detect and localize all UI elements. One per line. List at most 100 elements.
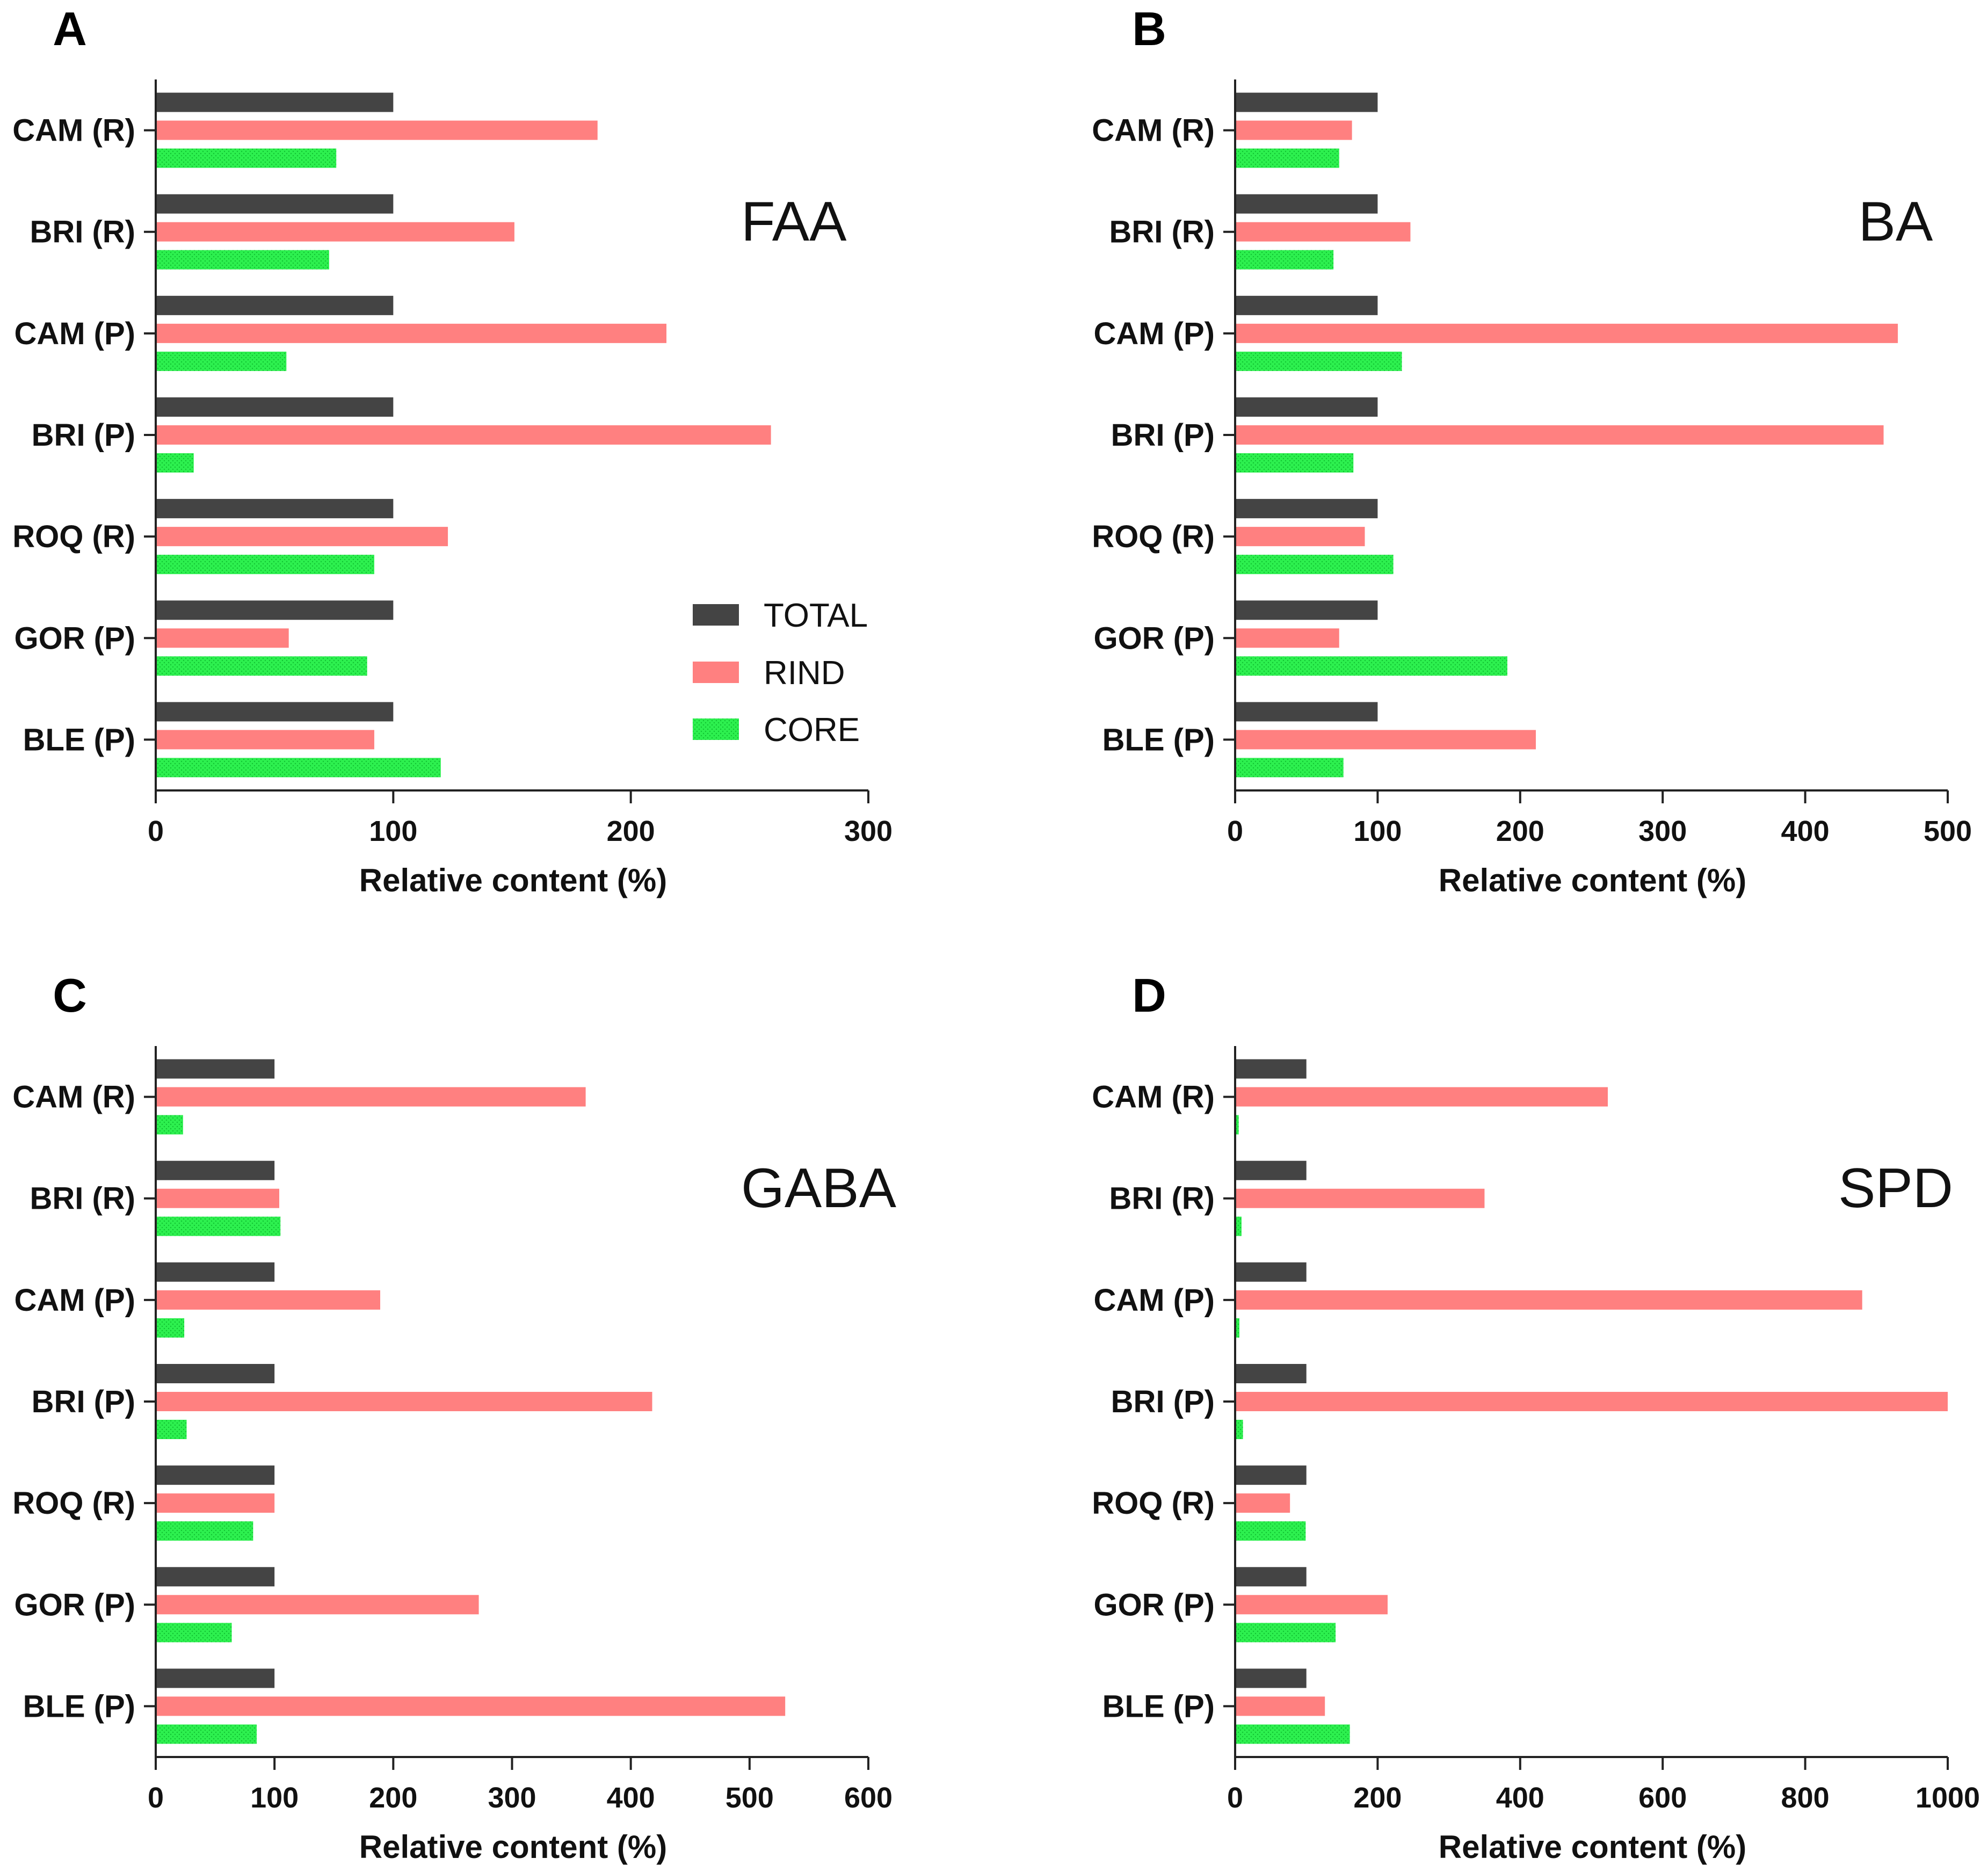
bar-core <box>156 351 287 371</box>
x-tick-label: 400 <box>1781 815 1830 847</box>
bar-total <box>156 499 394 519</box>
category-label: BRI (R) <box>1109 215 1215 250</box>
bar-core <box>1235 1115 1239 1135</box>
bar-total <box>156 702 394 722</box>
bar-rind <box>1235 1392 1948 1411</box>
category-label: CAM (R) <box>12 1080 135 1115</box>
bar-total <box>1235 92 1378 112</box>
category-label: CAM (P) <box>14 1283 135 1318</box>
legend-label: TOTAL <box>764 597 868 634</box>
x-tick-label: 300 <box>844 815 893 847</box>
chart-panel-b: B BA CAM (R) BRI (R) CAM (P) BRI (P) ROQ (R) GO… <box>1092 2 1972 898</box>
x-tick-label: 100 <box>369 815 417 847</box>
bar-core <box>1235 1216 1242 1236</box>
panel-letter: C <box>53 969 87 1022</box>
bar-core <box>1235 351 1402 371</box>
x-tick-label: 500 <box>725 1782 774 1814</box>
bar-total <box>1235 194 1378 214</box>
bar-total <box>1235 1262 1307 1282</box>
category-label: BLE (P) <box>1102 1689 1215 1724</box>
bar-total <box>156 1364 275 1383</box>
x-tick-label: 300 <box>488 1782 536 1814</box>
bar-core <box>1235 1318 1239 1338</box>
x-tick-label: 200 <box>607 815 655 847</box>
legend-swatch-rind <box>693 662 739 683</box>
x-tick-label: 100 <box>1353 815 1402 847</box>
bar-total <box>1235 397 1378 417</box>
bar-rind <box>1235 323 1898 343</box>
bar-total <box>156 397 394 417</box>
bar-core <box>1235 453 1354 473</box>
category-label: BLE (P) <box>1102 722 1215 757</box>
bar-rind <box>1235 1290 1862 1310</box>
bar-rind <box>1235 527 1365 547</box>
category-label: BRI (P) <box>1111 1384 1215 1419</box>
bar-total <box>1235 1465 1307 1485</box>
x-tick-label: 100 <box>250 1782 299 1814</box>
legend-label: RIND <box>764 655 845 692</box>
bar-total <box>156 1465 275 1485</box>
category-label: BRI (R) <box>30 1181 135 1216</box>
x-tick-label: 800 <box>1781 1782 1830 1814</box>
panel-letter: B <box>1132 2 1166 55</box>
category-label: BRI (P) <box>32 1384 135 1419</box>
category-label: BRI (R) <box>30 215 135 250</box>
category-label: GOR (P) <box>14 621 135 656</box>
bar-core <box>1235 555 1394 575</box>
x-tick-label: 1000 <box>1916 1782 1980 1814</box>
bar-rind <box>1235 425 1884 445</box>
bar-total <box>1235 1059 1307 1079</box>
legend-swatch-total <box>693 604 739 626</box>
chart-panel-d: D SPD CAM (R) BRI (R) CAM (P) BRI (P) ROQ (R) G… <box>1092 969 1980 1865</box>
category-label: BRI (P) <box>32 418 135 453</box>
x-tick-label: 500 <box>1924 815 1972 847</box>
bar-core <box>156 1420 187 1439</box>
bar-core <box>156 1623 232 1643</box>
category-label: BLE (P) <box>23 722 135 757</box>
x-axis-title: Relative content (%) <box>1439 862 1746 898</box>
bar-core <box>156 1115 183 1135</box>
bar-total <box>156 92 394 112</box>
x-tick-label: 0 <box>1227 1782 1243 1814</box>
bar-rind <box>156 1595 479 1615</box>
bar-core <box>1235 1521 1306 1541</box>
category-label: CAM (P) <box>1093 316 1215 351</box>
chart-title: SPD <box>1838 1157 1953 1219</box>
bar-rind <box>1235 1188 1485 1208</box>
category-label: CAM (P) <box>1093 1283 1215 1318</box>
category-label: CAM (P) <box>14 316 135 351</box>
bar-core <box>156 250 329 270</box>
bar-rind <box>156 1696 786 1716</box>
bar-core <box>156 1318 185 1338</box>
category-label: GOR (P) <box>1093 1587 1215 1622</box>
x-axis-title: Relative content (%) <box>359 1829 667 1865</box>
bar-rind <box>1235 628 1339 648</box>
x-axis-title: Relative content (%) <box>1439 1829 1746 1865</box>
x-tick-label: 200 <box>1353 1782 1402 1814</box>
bar-core <box>156 1724 257 1744</box>
bar-total <box>1235 702 1378 722</box>
bar-total <box>1235 1160 1307 1180</box>
category-label: CAM (R) <box>12 113 135 148</box>
category-label: CAM (R) <box>1092 1080 1215 1115</box>
bar-rind <box>156 425 771 445</box>
bar-core <box>156 555 374 575</box>
bar-core <box>1235 656 1507 676</box>
bar-rind <box>156 222 514 242</box>
bar-rind <box>156 628 289 648</box>
bar-rind <box>156 1188 280 1208</box>
bar-total <box>1235 295 1378 315</box>
bar-core <box>1235 148 1339 168</box>
bar-total <box>1235 600 1378 620</box>
x-axis-title: Relative content (%) <box>359 862 667 898</box>
bar-rind <box>156 120 598 140</box>
bar-core <box>1235 758 1344 778</box>
bar-total <box>156 1262 275 1282</box>
x-tick-label: 0 <box>1227 815 1243 847</box>
chart-title: GABA <box>741 1157 897 1219</box>
category-label: ROQ (R) <box>1092 1486 1215 1521</box>
category-label: CAM (R) <box>1092 113 1215 148</box>
bar-total <box>156 194 394 214</box>
bar-rind <box>156 323 667 343</box>
